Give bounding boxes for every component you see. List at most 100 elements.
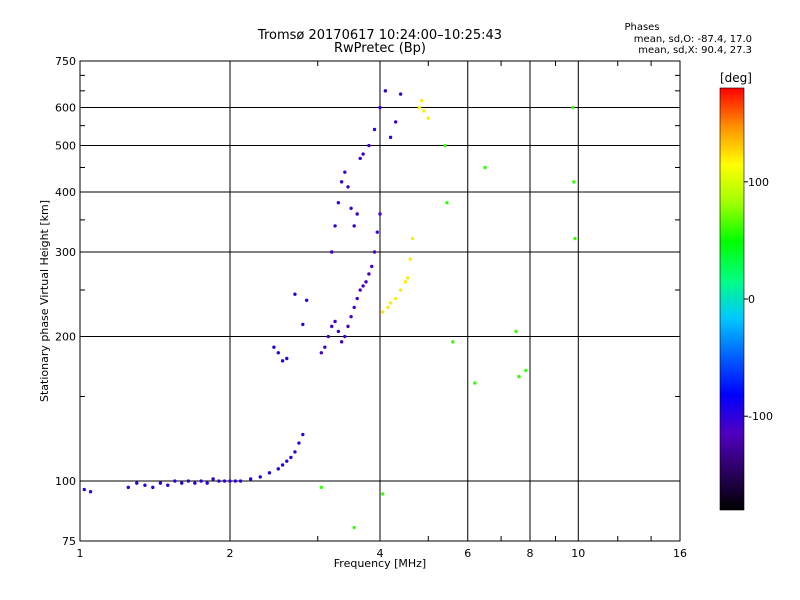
x-tick-label: 8: [527, 547, 534, 560]
colorbar-tick-label: 100: [748, 176, 769, 189]
data-point: [297, 441, 301, 445]
data-point: [289, 455, 293, 460]
data-point: [272, 345, 276, 349]
data-point: [367, 143, 371, 148]
data-point: [380, 492, 385, 496]
data-point: [323, 345, 327, 349]
data-point: [222, 479, 227, 483]
y-tick-label: 400: [55, 186, 76, 199]
data-point: [388, 135, 393, 140]
data-point: [403, 280, 408, 284]
data-point: [173, 479, 177, 483]
data-point: [483, 165, 487, 170]
data-point: [199, 479, 203, 483]
y-tick-label: 75: [62, 535, 76, 548]
data-point: [228, 479, 232, 483]
data-point: [88, 490, 93, 494]
data-point: [406, 276, 410, 280]
data-point: [276, 467, 280, 471]
data-point: [205, 481, 209, 485]
data-point: [352, 525, 356, 530]
data-point: [333, 224, 337, 228]
data-point: [380, 310, 385, 314]
data-point: [352, 224, 356, 228]
data-point: [336, 201, 341, 205]
data-point: [346, 324, 350, 329]
y-axis-label: Stationary phase Virtual Height [km]: [38, 200, 51, 402]
grid-lines: [80, 61, 680, 541]
data-point: [319, 485, 324, 490]
data-point: [573, 236, 577, 241]
data-point: [352, 305, 356, 310]
data-point: [375, 230, 379, 234]
data-point: [217, 479, 221, 483]
data-point: [364, 280, 368, 284]
legend-title: Phases: [624, 22, 659, 33]
data-point: [393, 120, 398, 124]
data-point: [349, 206, 353, 210]
data-point: [419, 98, 424, 103]
data-point: [378, 105, 382, 110]
data-point: [361, 284, 365, 288]
data-point: [186, 479, 191, 483]
data-point: [398, 288, 403, 292]
colorbar-label: [deg]: [720, 71, 752, 85]
x-tick-label: 10: [571, 547, 585, 560]
data-point: [280, 463, 285, 467]
data-point: [355, 296, 359, 301]
data-point: [571, 105, 575, 110]
data-point: [358, 156, 362, 161]
data-point: [326, 334, 331, 339]
colorbar-tick-label: -100: [748, 410, 773, 423]
data-point: [378, 212, 382, 216]
data-point: [135, 481, 139, 485]
data-point: [339, 340, 344, 344]
chart-title: Tromsø 20170617 10:24:00–10:25:43: [257, 28, 502, 43]
x-axis-ticks: 1 2 4 6 8 10 16: [77, 61, 687, 560]
data-point: [330, 250, 334, 254]
data-point: [349, 314, 353, 319]
data-point: [82, 487, 86, 492]
data-point: [445, 201, 449, 205]
data-point: [301, 322, 305, 327]
data-point: [248, 477, 253, 481]
data-point: [426, 116, 430, 120]
data-point: [370, 264, 374, 269]
y-tick-label: 600: [55, 102, 76, 115]
x-axis-label: Frequency [MHz]: [334, 557, 426, 570]
y-tick-label: 200: [55, 331, 76, 344]
data-point: [572, 180, 576, 184]
x-tick-label: 1: [77, 547, 84, 560]
data-point: [383, 89, 388, 93]
x-tick-label: 2: [227, 547, 234, 560]
legend-line-o: mean, sd,O: -87.4, 17.0: [634, 34, 752, 45]
data-point: [524, 368, 528, 373]
data-point: [372, 127, 377, 132]
data-point: [258, 475, 262, 479]
data-point: [355, 212, 359, 216]
data-point: [367, 272, 371, 276]
data-point: [410, 236, 415, 241]
data-point: [193, 481, 197, 485]
data-point: [180, 481, 184, 485]
data-point: [280, 359, 285, 363]
colorbar: [719, 87, 745, 511]
data-point: [408, 257, 412, 261]
y-tick-label: 300: [55, 246, 76, 259]
data-point: [346, 185, 350, 189]
data-point: [343, 334, 347, 339]
data-point: [211, 477, 215, 481]
y-axis-ticks: 75 100 200 300 400 500 600 750: [55, 55, 680, 548]
data-point: [473, 381, 477, 385]
data-point: [319, 351, 324, 355]
data-point: [343, 170, 347, 174]
data-point: [293, 450, 297, 454]
data-point: [358, 288, 362, 292]
data-point: [143, 483, 147, 487]
y-tick-label: 750: [55, 55, 76, 68]
data-point: [333, 319, 337, 324]
data-point: [336, 329, 341, 334]
data-point: [238, 479, 243, 483]
x-tick-label: 6: [464, 547, 471, 560]
